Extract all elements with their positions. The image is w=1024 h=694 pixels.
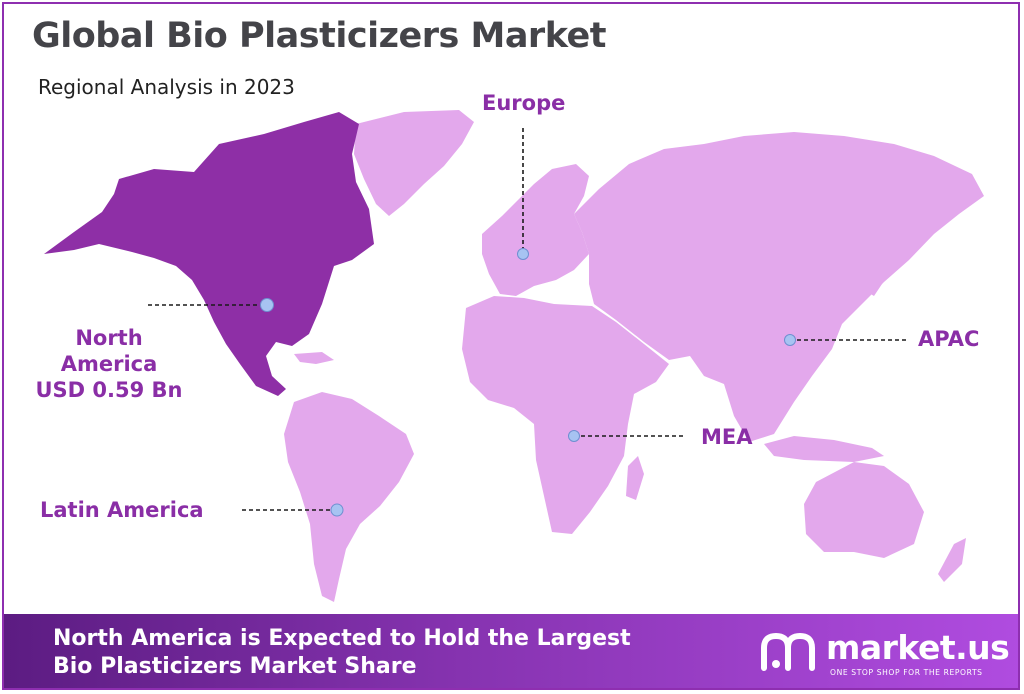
label-north-america: North America USD 0.59 Bn [34, 325, 184, 403]
region-japan [864, 236, 899, 296]
marker-mea [568, 430, 580, 442]
label-north-america-value: USD 0.59 Bn [35, 378, 183, 402]
brand-logo-block: market.us ONE STOP SHOP FOR THE REPORTS [760, 628, 1010, 678]
page-title: Global Bio Plasticizers Market [32, 16, 607, 56]
footer-message-line1: North America is Expected to Hold the La… [53, 626, 631, 651]
label-latin-america: Latin America [40, 498, 204, 522]
label-europe: Europe [482, 91, 566, 115]
marker-north-america [260, 298, 274, 312]
page-subtitle: Regional Analysis in 2023 [38, 75, 295, 99]
footer-message: North America is Expected to Hold the La… [53, 625, 631, 681]
region-indonesia [764, 436, 884, 462]
marker-latin-america [330, 503, 344, 517]
region-new-zealand [938, 538, 966, 582]
label-north-america-line1: North [75, 326, 143, 350]
region-greenland [354, 110, 474, 216]
label-apac: APAC [918, 327, 980, 351]
label-mea: MEA [701, 425, 753, 449]
footer-banner: North America is Expected to Hold the La… [4, 614, 1018, 688]
market-us-logo-icon [761, 632, 815, 671]
region-caribbean [294, 352, 334, 364]
region-africa [462, 296, 669, 534]
marker-apac [784, 334, 796, 346]
region-madagascar [626, 456, 644, 500]
brand-name: market.us [826, 628, 1010, 667]
world-map [44, 110, 984, 602]
region-europe [482, 164, 589, 296]
footer-message-line2: Bio Plasticizers Market Share [53, 654, 417, 679]
label-north-america-line2: America [60, 352, 158, 376]
brand-tagline: ONE STOP SHOP FOR THE REPORTS [830, 668, 983, 677]
marker-europe [517, 248, 529, 260]
region-latin-america [284, 392, 414, 602]
region-australia [804, 462, 924, 558]
region-north-america [44, 112, 374, 396]
region-asia [574, 132, 984, 442]
